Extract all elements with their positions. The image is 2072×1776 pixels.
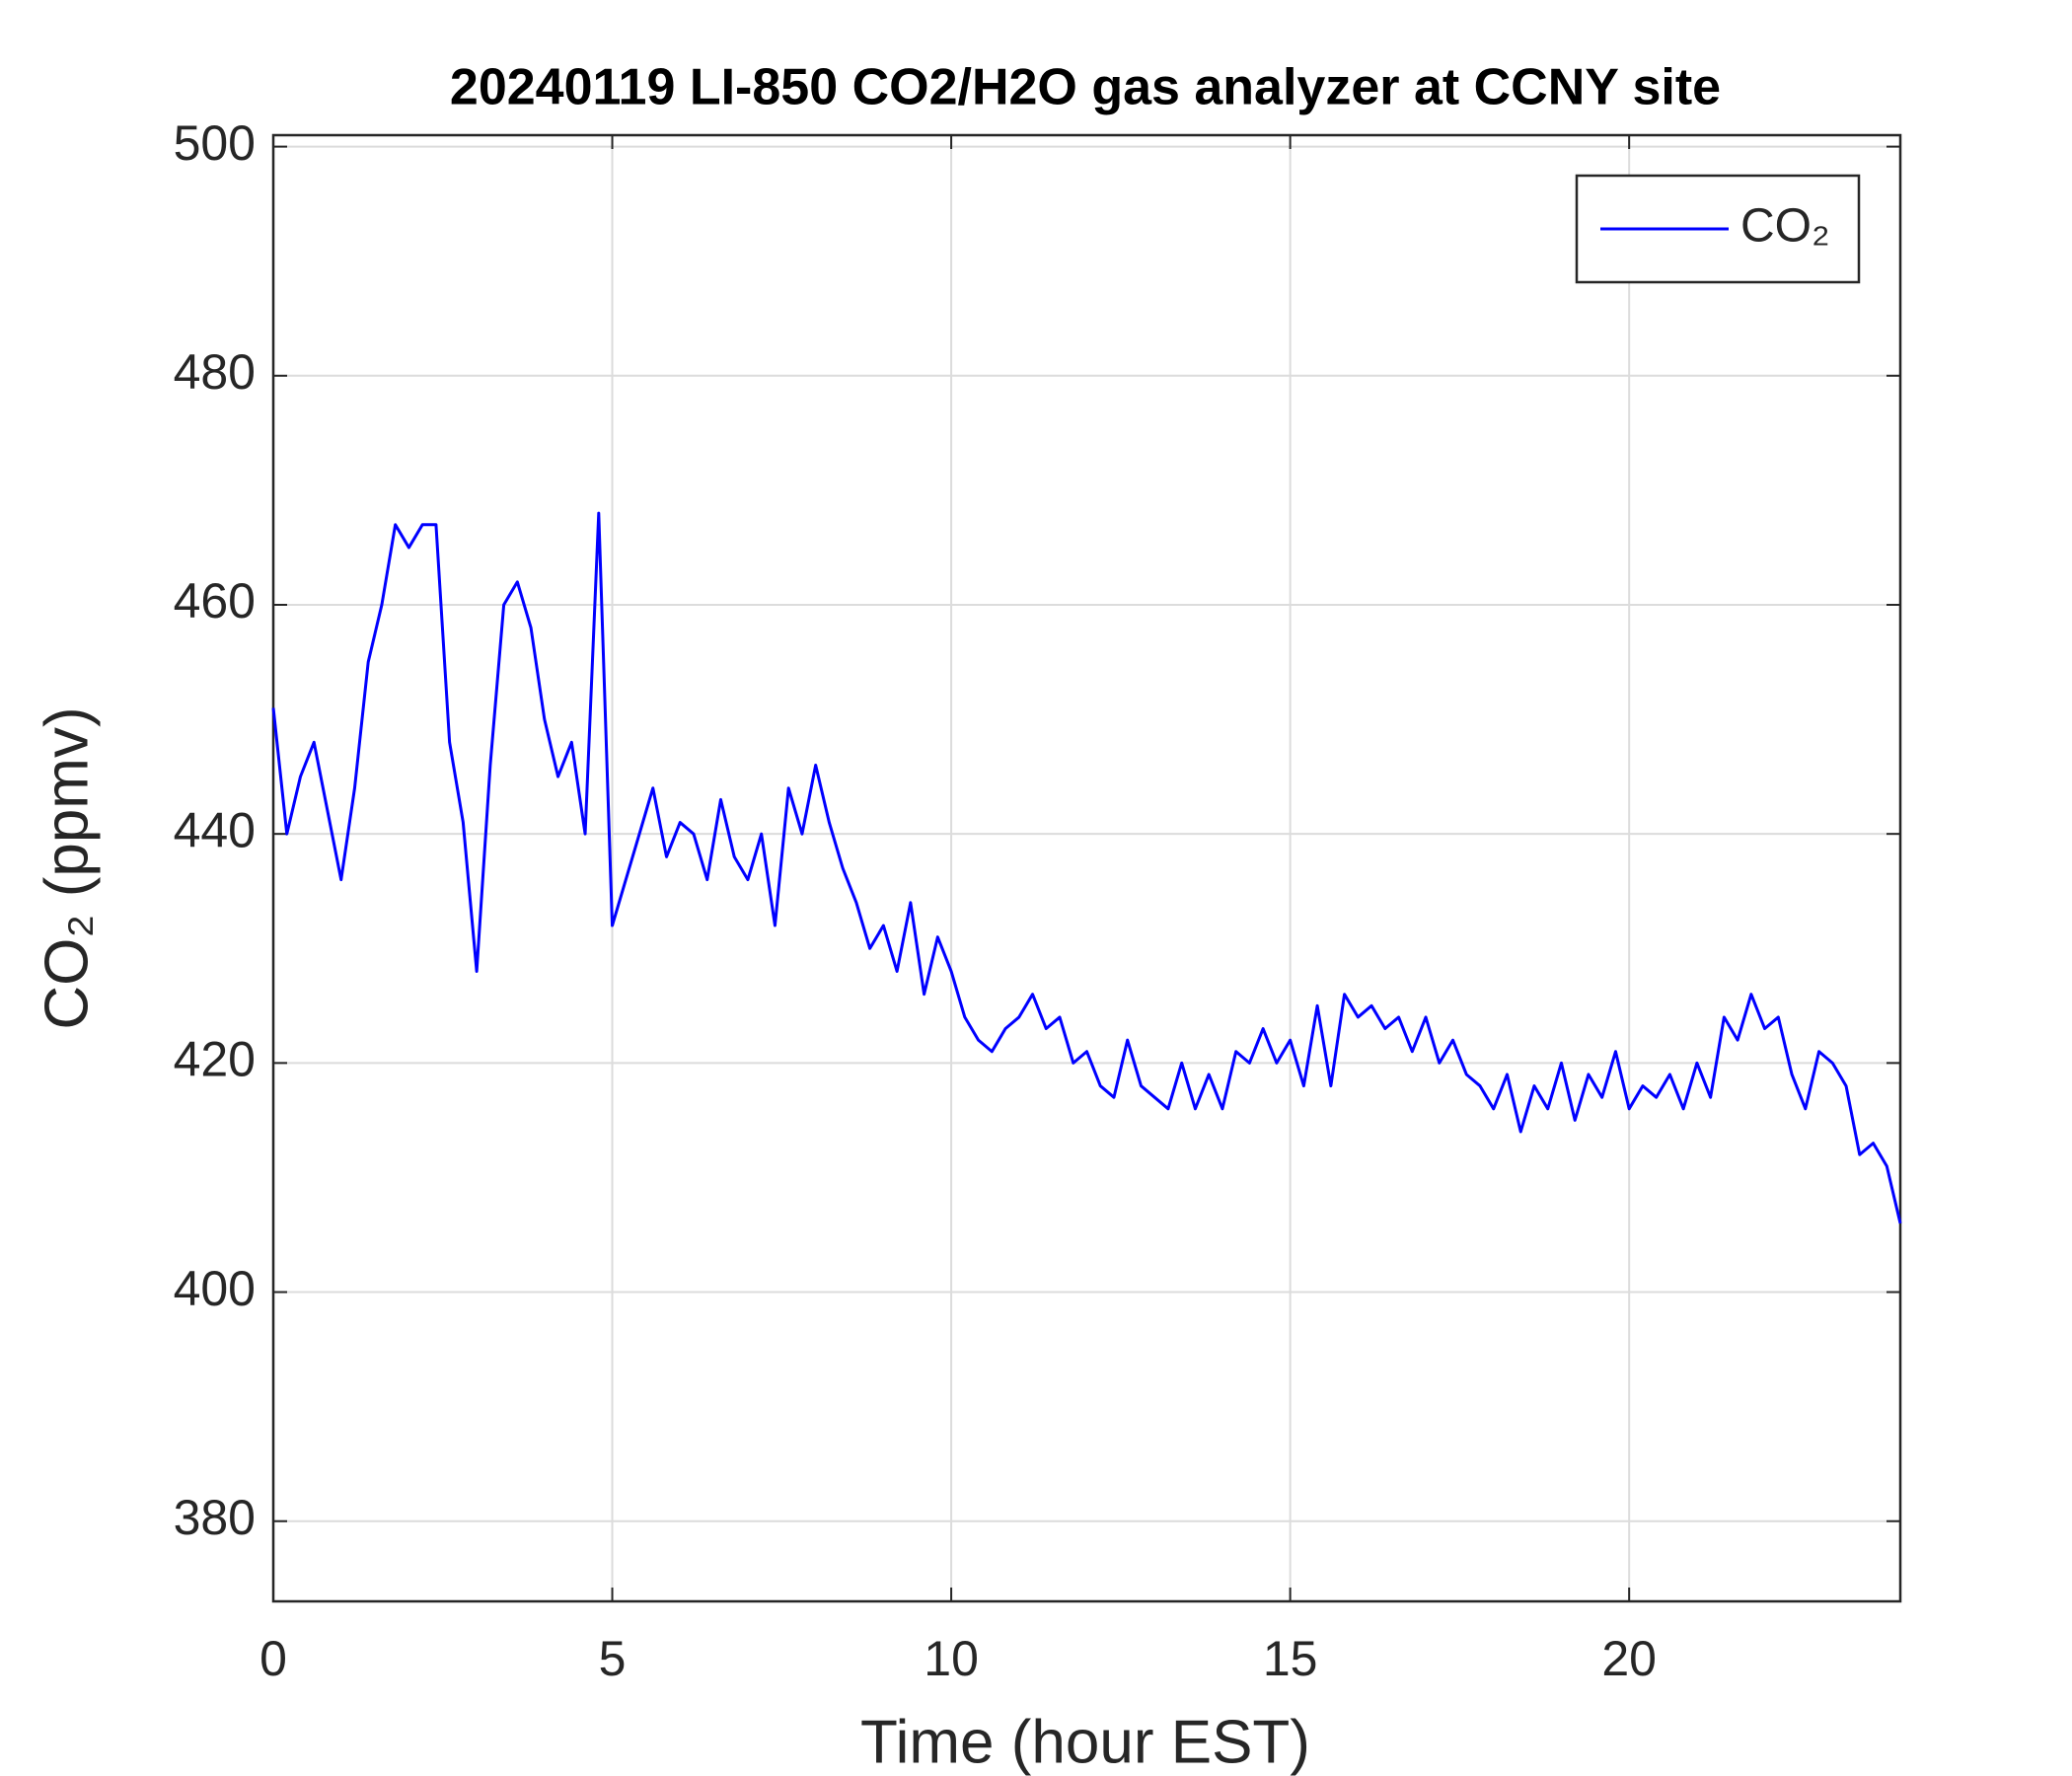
data-line xyxy=(271,511,1902,1224)
plot-frame xyxy=(271,133,1902,1603)
y-tick-label: 480 xyxy=(174,344,256,400)
x-tick-label: 15 xyxy=(1263,1631,1318,1686)
x-tick-label: 10 xyxy=(924,1631,979,1686)
x-tick-label: 20 xyxy=(1601,1631,1657,1686)
y-axis-label: CO₂ (ppmv) xyxy=(33,706,101,1029)
legend-label: CO₂ xyxy=(1740,200,1830,253)
y-tick-label: 380 xyxy=(174,1490,256,1545)
y-tick-label: 420 xyxy=(174,1032,256,1087)
x-tick-label: 0 xyxy=(259,1631,287,1686)
y-tick-label: 500 xyxy=(174,115,256,171)
y-tick-label: 460 xyxy=(174,573,256,629)
chart-title: 20240119 LI-850 CO2/H2O gas analyzer at … xyxy=(450,59,1721,116)
y-tick-label: 400 xyxy=(174,1261,256,1316)
x-tick-label: 5 xyxy=(599,1631,627,1686)
y-tick-label: 440 xyxy=(174,802,256,857)
x-axis-label: Time (hour EST) xyxy=(860,1708,1310,1776)
